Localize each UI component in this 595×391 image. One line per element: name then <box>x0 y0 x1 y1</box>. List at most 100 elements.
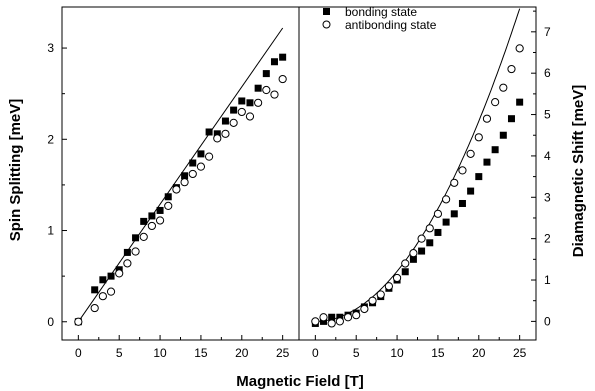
right-antibonding-point <box>450 178 459 187</box>
right-y-tick-label: 2 <box>544 232 551 246</box>
left-antibonding-point <box>74 317 83 326</box>
right-antibonding-point <box>515 44 524 53</box>
left-antibonding-point <box>98 292 107 301</box>
right-y-tick-label: 5 <box>544 108 551 122</box>
left-antibonding-point <box>139 232 148 242</box>
right-antibonding-point <box>409 249 418 258</box>
left-bonding-point <box>156 206 164 214</box>
left-antibonding-point <box>155 216 165 225</box>
right-panel-tick-labels: 0 5 10 15 20 25 0 1 2 3 4 5 6 7 <box>312 25 551 360</box>
left-antibonding-point <box>245 112 255 121</box>
right-antibonding-point <box>507 64 516 74</box>
left-antibonding-point <box>205 152 214 161</box>
right-panel-frame <box>298 6 537 341</box>
left-bonding-point <box>205 128 213 136</box>
right-bonding-point <box>336 313 344 321</box>
right-x-tick-label: 0 <box>312 346 319 360</box>
right-antibonding-point <box>491 98 500 107</box>
left-antibonding-point <box>164 201 173 210</box>
right-panel-ticks <box>314 10 536 340</box>
right-x-tick-label: 10 <box>390 346 404 360</box>
left-bonding-point <box>181 172 189 180</box>
left-antibonding-point <box>188 169 197 179</box>
right-y-tick-label: 7 <box>544 25 551 39</box>
left-y-tick-label: 3 <box>47 41 54 55</box>
right-antibonding-point <box>368 296 377 305</box>
right-antibonding-point <box>458 166 467 175</box>
right-panel-data-points <box>311 44 524 328</box>
right-bonding-point <box>401 268 409 276</box>
legend-marker-bonding <box>323 8 330 15</box>
right-y-tick-label: 1 <box>544 273 551 287</box>
left-antibonding-point <box>147 221 156 231</box>
right-antibonding-point <box>401 259 410 268</box>
legend-marker-antibonding <box>322 20 331 29</box>
left-antibonding-point <box>106 287 116 296</box>
right-bonding-point <box>320 317 328 325</box>
right-bonding-point <box>409 255 417 263</box>
right-antibonding-point <box>376 290 385 299</box>
left-antibonding-point <box>196 162 206 171</box>
right-bonding-point <box>499 131 507 139</box>
left-bonding-point <box>254 84 262 92</box>
right-antibonding-point <box>352 311 361 320</box>
left-y-tick-label: 2 <box>47 132 54 146</box>
left-x-tick-label: 5 <box>116 346 123 360</box>
right-antibonding-point <box>474 133 483 142</box>
x-axis-title: Magnetic Field [T] <box>236 373 364 390</box>
left-antibonding-point <box>90 303 99 313</box>
right-antibonding-point <box>442 195 451 204</box>
right-antibonding-point <box>335 317 344 326</box>
left-bonding-point <box>164 193 172 201</box>
left-antibonding-point <box>221 129 230 138</box>
left-bonding-point <box>148 212 156 220</box>
left-y-tick-label: 1 <box>47 224 54 238</box>
left-bonding-point <box>132 234 140 242</box>
legend-label-antibonding: antibonding state <box>345 18 437 32</box>
left-y-axis-title: Spin Splitting [meV] <box>7 99 24 242</box>
left-x-tick-label: 20 <box>235 346 249 360</box>
right-antibonding-point <box>327 319 336 328</box>
left-y-tick-label: 0 <box>47 315 54 329</box>
right-x-tick-label: 20 <box>472 346 486 360</box>
left-antibonding-point <box>254 98 263 107</box>
left-antibonding-point <box>229 118 238 127</box>
left-x-tick-label: 0 <box>75 346 82 360</box>
left-bonding-point <box>246 99 254 107</box>
right-antibonding-point <box>392 273 402 283</box>
legend: bonding state antibonding state <box>322 5 437 32</box>
right-y-axis-title: Diamagnetic Shift [meV] <box>570 85 587 258</box>
left-panel-tick-labels: 0 5 10 15 20 25 0 1 2 3 <box>47 41 289 360</box>
diamagnetic-shift-panel: 0 5 10 15 20 25 0 1 2 3 4 5 6 7 <box>298 6 551 360</box>
left-bonding-point <box>123 248 131 256</box>
left-bonding-point <box>107 272 115 280</box>
left-bonding-point <box>221 117 229 125</box>
left-panel-ticks <box>62 47 284 340</box>
right-antibonding-point <box>311 317 320 326</box>
left-antibonding-point <box>131 247 140 256</box>
left-bonding-point <box>230 106 238 114</box>
right-antibonding-point <box>425 224 434 233</box>
right-bonding-point <box>442 218 450 226</box>
right-x-tick-label: 15 <box>431 346 445 360</box>
left-x-tick-label: 25 <box>276 346 290 360</box>
right-antibonding-point <box>360 304 369 314</box>
left-x-tick-label: 10 <box>153 346 167 360</box>
right-antibonding-point <box>417 234 426 243</box>
left-antibonding-point <box>115 269 124 278</box>
left-bonding-point <box>99 276 107 284</box>
right-antibonding-point <box>343 313 353 322</box>
left-x-tick-label: 15 <box>194 346 208 360</box>
right-x-tick-label: 5 <box>353 346 360 360</box>
left-antibonding-point <box>172 185 181 194</box>
left-bonding-point <box>270 58 278 66</box>
right-bonding-point <box>418 247 426 255</box>
right-bonding-point <box>328 313 336 321</box>
right-bonding-point <box>434 228 442 236</box>
left-antibonding-point <box>262 85 271 95</box>
right-bonding-point <box>450 210 458 218</box>
left-bonding-point <box>279 53 287 61</box>
left-antibonding-point <box>270 90 279 99</box>
spin-splitting-panel: 0 5 10 15 20 25 0 1 2 3 <box>47 6 300 360</box>
right-bonding-point <box>426 239 434 247</box>
